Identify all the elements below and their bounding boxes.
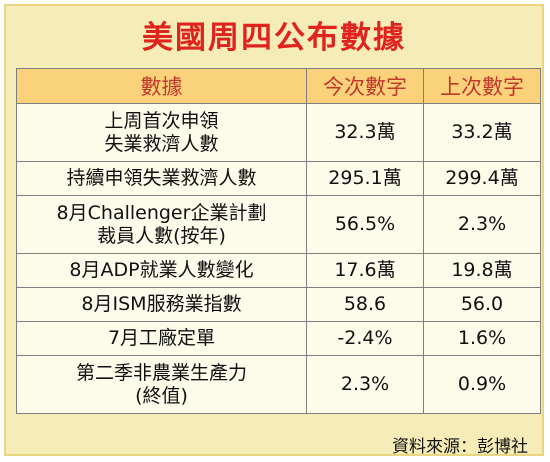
current-value: 58.6 (306, 287, 424, 322)
row-label: 8月ISM服務業指數 (16, 287, 307, 322)
table-row: 第二季非農業生產力 (終值) 2.3% 0.9% (16, 355, 541, 414)
current-value: 56.5% (306, 195, 424, 254)
row-label-line: 8月Challenger企業計劃 (56, 201, 267, 224)
data-card: 美國周四公布數據 數據 今次數字 上次數字 上周首次申領 失業救濟人數 32.3… (4, 4, 544, 457)
column-header-previous: 上次數字 (423, 68, 541, 104)
row-label: 上周首次申領 失業救濟人數 (16, 103, 307, 162)
table-row: 7月工廠定單 -2.4% 1.6% (16, 321, 541, 356)
row-label: 8月ADP就業人數變化 (16, 253, 307, 288)
table-row: 8月ADP就業人數變化 17.6萬 19.8萬 (16, 253, 541, 288)
previous-value: 19.8萬 (423, 253, 541, 288)
row-label: 第二季非農業生產力 (終值) (16, 355, 307, 414)
previous-value: 1.6% (423, 321, 541, 356)
table-row: 8月Challenger企業計劃 裁員人數(按年) 56.5% 2.3% (16, 195, 541, 254)
previous-value: 33.2萬 (423, 103, 541, 162)
current-value: 295.1萬 (306, 161, 424, 196)
row-label: 持續申領失業救濟人數 (16, 161, 307, 196)
current-value: -2.4% (306, 321, 424, 356)
previous-value: 2.3% (423, 195, 541, 254)
row-label-line: 上周首次申領 (104, 109, 219, 132)
table-row: 持續申領失業救濟人數 295.1萬 299.4萬 (16, 161, 541, 196)
previous-value: 56.0 (423, 287, 541, 322)
table-row: 上周首次申領 失業救濟人數 32.3萬 33.2萬 (16, 103, 541, 162)
current-value: 17.6萬 (306, 253, 424, 288)
row-label-line: (終值) (135, 384, 188, 407)
table-header-row: 數據 今次數字 上次數字 (16, 68, 541, 104)
data-table: 數據 今次數字 上次數字 上周首次申領 失業救濟人數 32.3萬 33.2萬 持… (16, 68, 541, 414)
column-header-indicator: 數據 (16, 68, 307, 104)
page-title: 美國周四公布數據 (142, 20, 406, 56)
row-label-line: 失業救濟人數 (104, 132, 219, 155)
previous-value: 0.9% (423, 355, 541, 414)
row-label-line: 第二季非農業生產力 (75, 361, 247, 384)
table-row: 8月ISM服務業指數 58.6 56.0 (16, 287, 541, 322)
column-header-current: 今次數字 (306, 68, 424, 104)
previous-value: 299.4萬 (423, 161, 541, 196)
source-credit: 資料來源：彭博社 (392, 437, 528, 457)
row-label: 8月Challenger企業計劃 裁員人數(按年) (16, 195, 307, 254)
current-value: 2.3% (306, 355, 424, 414)
row-label-line: 裁員人數(按年) (97, 224, 226, 247)
current-value: 32.3萬 (306, 103, 424, 162)
row-label: 7月工廠定單 (16, 321, 307, 356)
